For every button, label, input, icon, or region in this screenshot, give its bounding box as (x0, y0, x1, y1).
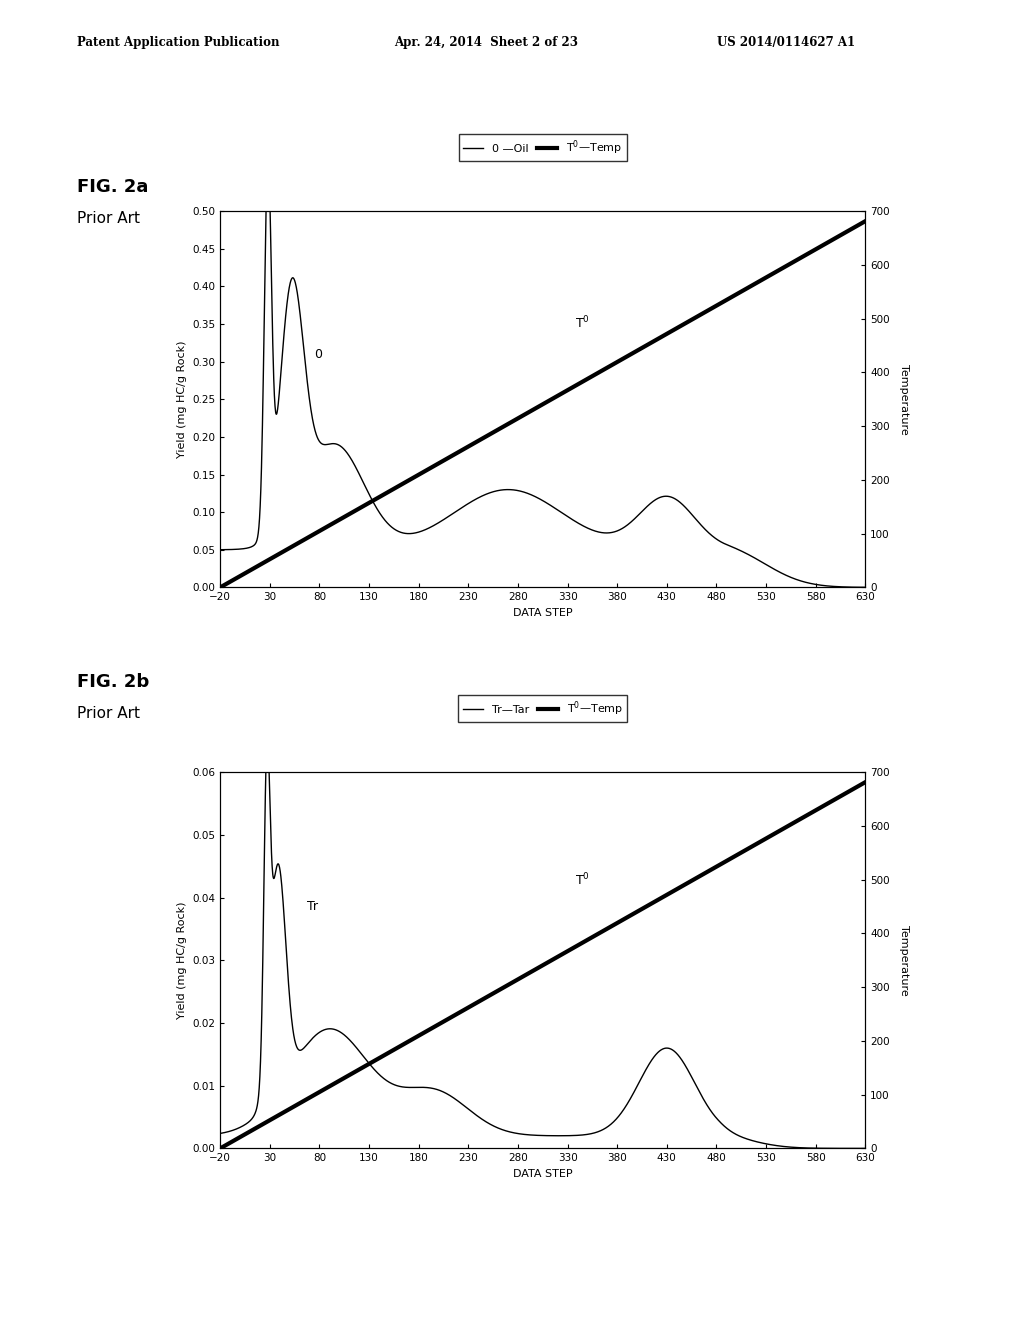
X-axis label: DATA STEP: DATA STEP (513, 607, 572, 618)
Y-axis label: Yield (mg HC/g Rock): Yield (mg HC/g Rock) (176, 341, 186, 458)
Y-axis label: Temperature: Temperature (899, 925, 909, 995)
Text: Apr. 24, 2014  Sheet 2 of 23: Apr. 24, 2014 Sheet 2 of 23 (394, 36, 579, 49)
Legend: 0 —Oil, T$^0$—Temp: 0 —Oil, T$^0$—Temp (459, 135, 627, 161)
Text: US 2014/0114627 A1: US 2014/0114627 A1 (717, 36, 855, 49)
X-axis label: DATA STEP: DATA STEP (513, 1168, 572, 1179)
Text: Prior Art: Prior Art (77, 706, 140, 721)
Text: T$^0$: T$^0$ (575, 871, 590, 888)
Text: FIG. 2b: FIG. 2b (77, 673, 150, 692)
Y-axis label: Yield (mg HC/g Rock): Yield (mg HC/g Rock) (177, 902, 186, 1019)
Text: FIG. 2a: FIG. 2a (77, 178, 148, 197)
Text: 0: 0 (314, 348, 323, 360)
Text: Tr: Tr (307, 900, 318, 913)
Text: Patent Application Publication: Patent Application Publication (77, 36, 280, 49)
Y-axis label: Temperature: Temperature (899, 364, 909, 434)
Legend: Tr—Tar, T$^0$—Temp: Tr—Tar, T$^0$—Temp (458, 696, 628, 722)
Text: Prior Art: Prior Art (77, 211, 140, 226)
Text: T$^0$: T$^0$ (575, 314, 590, 331)
